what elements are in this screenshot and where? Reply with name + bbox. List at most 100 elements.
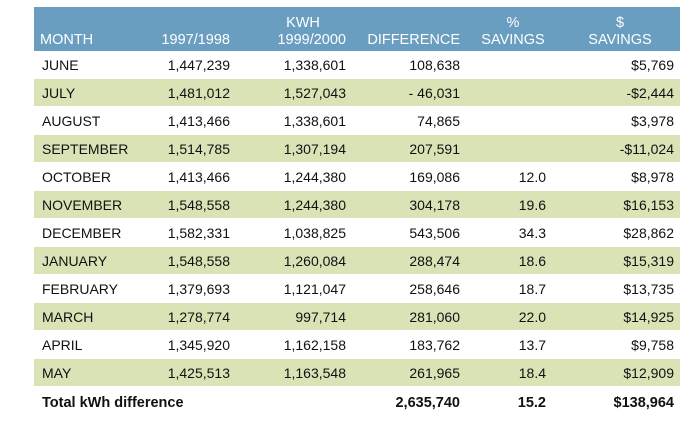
table-row: JANUARY 1,548,558 1,260,084 288,474 18.6 $15,…: [34, 246, 680, 275]
total-row: Total kWh difference 2,635,740 15.2 $138…: [34, 387, 680, 420]
header-dollar-label: SAVINGS: [588, 32, 652, 48]
header-pct-symbol: %: [506, 15, 520, 31]
cell-pct-savings: 18.7: [466, 274, 560, 303]
cell-month: DECEMBER: [34, 218, 150, 247]
cell-dollar-savings: $12,909: [560, 358, 680, 387]
header-year2: KWH 1999/2000: [236, 7, 352, 51]
cell-month: NOVEMBER: [34, 190, 150, 219]
cell-difference: 288,474: [352, 246, 466, 275]
cell-kwh-1997-1998: 1,447,239: [150, 51, 236, 79]
cell-month: JANUARY: [34, 246, 150, 275]
header-year2-label: 1999/2000: [277, 32, 346, 48]
table-row: APRIL 1,345,920 1,162,158 183,762 13.7 $9,758: [34, 330, 680, 359]
cell-kwh-1997-1998: 1,379,693: [150, 274, 236, 303]
cell-pct-savings: 18.4: [466, 358, 560, 387]
cell-difference: 169,086: [352, 162, 466, 191]
cell-dollar-savings: $5,769: [560, 51, 680, 79]
cell-kwh-1997-1998: 1,514,785: [150, 134, 236, 163]
header-month: MONTH: [34, 7, 150, 51]
total-pct-savings: 15.2: [517, 395, 546, 411]
cell-dollar-savings: $16,153: [560, 190, 680, 219]
total-label: Total kWh difference: [42, 395, 184, 411]
energy-savings-table: MONTH 1997/1998 KWH 1999/2000 DIFFERENCE…: [34, 7, 680, 419]
cell-month: SEPTEMBER: [34, 134, 150, 163]
cell-kwh-1997-1998: 1,548,558: [150, 190, 236, 219]
cell-dollar-savings: $3,978: [560, 106, 680, 135]
header-dollar-savings: $ SAVINGS: [560, 7, 680, 51]
cell-difference: 304,178: [352, 190, 466, 219]
cell-dollar-savings: $15,319: [560, 246, 680, 275]
header-pct-label: SAVINGS: [481, 32, 545, 48]
cell-difference: - 46,031: [352, 78, 466, 107]
header-kwh-label: KWH: [286, 15, 320, 31]
cell-pct-savings: 13.7: [466, 330, 560, 359]
cell-kwh-1999-2000: 1,163,548: [236, 358, 352, 387]
cell-dollar-savings: $8,978: [560, 162, 680, 191]
table-row: MAY 1,425,513 1,163,548 261,965 18.4 $12,909: [34, 358, 680, 387]
cell-pct-savings: 19.6: [466, 190, 560, 219]
cell-dollar-savings: -$2,444: [560, 78, 680, 107]
table-row: AUGUST 1,413,466 1,338,601 74,865 $3,978: [34, 106, 680, 135]
table-footer: Total kWh difference 2,635,740 15.2 $138…: [34, 387, 680, 420]
table-row: OCTOBER 1,413,466 1,244,380 169,086 12.0 $8,9…: [34, 162, 680, 191]
cell-dollar-savings: $13,735: [560, 274, 680, 303]
cell-kwh-1997-1998: 1,582,331: [150, 218, 236, 247]
cell-dollar-savings: $28,862: [560, 218, 680, 247]
cell-difference: 281,060: [352, 302, 466, 331]
header-row: MONTH 1997/1998 KWH 1999/2000 DIFFERENCE…: [34, 7, 680, 51]
cell-month: APRIL: [34, 330, 150, 359]
cell-month: FEBRUARY: [34, 274, 150, 303]
cell-kwh-1997-1998: 1,345,920: [150, 330, 236, 359]
cell-pct-savings: [466, 78, 560, 107]
cell-difference: 183,762: [352, 330, 466, 359]
cell-pct-savings: 18.6: [466, 246, 560, 275]
cell-pct-savings: 12.0: [466, 162, 560, 191]
cell-difference: 258,646: [352, 274, 466, 303]
header-year1-label: 1997/1998: [161, 32, 230, 48]
table-row: NOVEMBER 1,548,558 1,244,380 304,178 19.6 $16…: [34, 190, 680, 219]
cell-kwh-1999-2000: 1,338,601: [236, 106, 352, 135]
cell-month: JUNE: [34, 51, 150, 79]
cell-dollar-savings: $9,758: [560, 330, 680, 359]
cell-dollar-savings: $14,925: [560, 302, 680, 331]
cell-pct-savings: [466, 106, 560, 135]
cell-month: MARCH: [34, 302, 150, 331]
table-row: MARCH 1,278,774 997,714 281,060 22.0 $14,925: [34, 302, 680, 331]
table-row: JUNE 1,447,239 1,338,601 108,638 $5,769: [34, 51, 680, 79]
cell-kwh-1999-2000: 1,338,601: [236, 51, 352, 79]
total-dollar-savings: $138,964: [613, 395, 674, 411]
cell-dollar-savings: -$11,024: [560, 134, 680, 163]
cell-pct-savings: [466, 51, 560, 79]
cell-difference: 543,506: [352, 218, 466, 247]
cell-kwh-1997-1998: 1,278,774: [150, 302, 236, 331]
header-year1: 1997/1998: [150, 7, 236, 51]
cell-difference: 261,965: [352, 358, 466, 387]
cell-month: MAY: [34, 358, 150, 387]
table-row: JULY 1,481,012 1,527,043- 46,031 -$2,444: [34, 78, 680, 107]
cell-kwh-1997-1998: 1,481,012: [150, 78, 236, 107]
cell-kwh-1999-2000: 997,714: [236, 302, 352, 331]
cell-month: OCTOBER: [34, 162, 150, 191]
cell-month: AUGUST: [34, 106, 150, 135]
cell-kwh-1999-2000: 1,307,194: [236, 134, 352, 163]
table-header: MONTH 1997/1998 KWH 1999/2000 DIFFERENCE…: [34, 7, 680, 51]
header-dollar-symbol: $: [615, 15, 625, 31]
cell-kwh-1999-2000: 1,244,380: [236, 190, 352, 219]
cell-kwh-1999-2000: 1,527,043: [236, 78, 352, 107]
cell-kwh-1999-2000: 1,162,158: [236, 330, 352, 359]
cell-difference: 207,591: [352, 134, 466, 163]
total-difference: 2,635,740: [395, 395, 460, 411]
header-difference: DIFFERENCE: [352, 7, 466, 51]
cell-month: JULY: [34, 78, 150, 107]
cell-kwh-1997-1998: 1,548,558: [150, 246, 236, 275]
cell-kwh-1999-2000: 1,121,047: [236, 274, 352, 303]
table-row: DECEMBER 1,582,331 1,038,825 543,506 34.3 $28…: [34, 218, 680, 247]
cell-pct-savings: [466, 134, 560, 163]
cell-kwh-1997-1998: 1,413,466: [150, 106, 236, 135]
table-row: SEPTEMBER 1,514,785 1,307,194 207,591 -$11,0…: [34, 134, 680, 163]
header-month-label: MONTH: [40, 32, 94, 48]
cell-kwh-1997-1998: 1,413,466: [150, 162, 236, 191]
cell-difference: 108,638: [352, 51, 466, 79]
table-body: JUNE 1,447,239 1,338,601 108,638 $5,769 JULY 1…: [34, 51, 680, 387]
cell-kwh-1999-2000: 1,244,380: [236, 162, 352, 191]
